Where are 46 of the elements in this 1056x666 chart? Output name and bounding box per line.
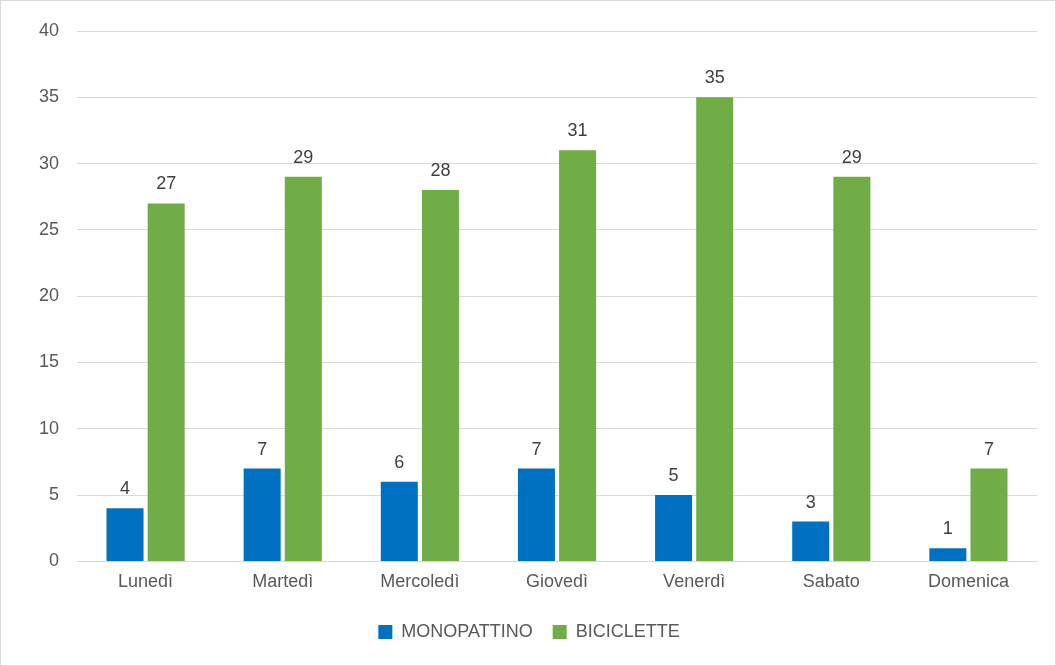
bar	[284, 176, 322, 561]
bar	[970, 468, 1008, 561]
y-tick-label: 15	[38, 351, 60, 372]
bar	[421, 190, 459, 561]
bar	[696, 97, 734, 561]
data-label: 27	[156, 173, 177, 194]
data-label: 6	[394, 451, 405, 472]
bar	[380, 481, 418, 561]
bar	[106, 508, 144, 561]
data-label: 4	[120, 478, 131, 499]
y-tick-label: 5	[49, 484, 60, 505]
x-tick-label: Domenica	[927, 571, 1010, 592]
y-tick-label: 20	[38, 285, 60, 306]
data-label: 3	[805, 491, 816, 512]
x-tick-label: Sabato	[802, 571, 860, 592]
y-tick-label: 40	[38, 19, 60, 40]
bar	[517, 468, 555, 561]
data-label: 7	[983, 438, 995, 459]
data-label: 7	[531, 438, 542, 459]
y-tick-label: 30	[38, 152, 60, 173]
bar	[559, 150, 597, 561]
legend-label: MONOPATTINO	[401, 620, 533, 641]
data-label: 5	[668, 465, 679, 486]
data-label: 35	[704, 67, 725, 88]
data-label: 31	[567, 120, 588, 141]
data-label: 7	[257, 438, 268, 459]
x-tick-label: Giovedì	[525, 571, 589, 592]
data-label: 29	[293, 146, 314, 167]
bar	[655, 495, 693, 561]
bar	[792, 521, 830, 561]
y-tick-label: 35	[38, 86, 60, 107]
bar	[243, 468, 281, 561]
x-tick-label: Martedì	[252, 571, 314, 592]
legend-label: BICICLETTE	[575, 620, 680, 641]
x-tick-label: Lunedì	[118, 571, 174, 592]
y-tick-label: 10	[38, 417, 60, 438]
data-label: 28	[430, 160, 451, 181]
y-tick-label: 0	[49, 550, 60, 571]
bar	[147, 203, 185, 561]
y-tick-label: 25	[38, 218, 60, 239]
data-label: 1	[942, 518, 953, 539]
x-tick-label: Mercoledì	[380, 571, 460, 592]
bar	[833, 176, 871, 561]
data-label: 29	[841, 146, 862, 167]
x-tick-label: Venerdì	[663, 571, 726, 592]
bar	[929, 548, 967, 561]
